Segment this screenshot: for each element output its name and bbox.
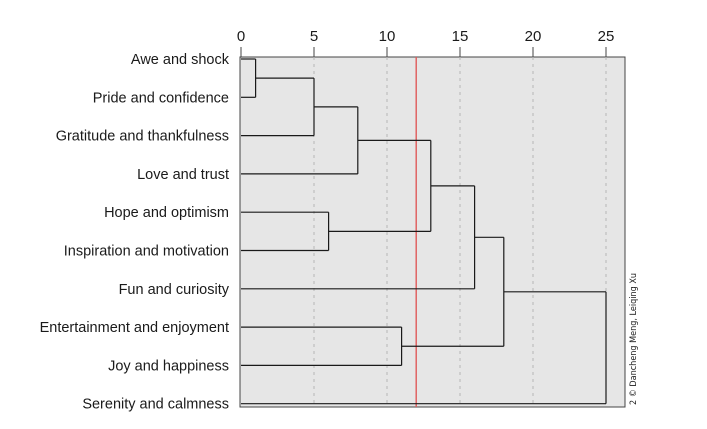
leaf-label: Hope and optimism <box>104 205 229 221</box>
leaf-label: Fun and curiosity <box>119 282 230 298</box>
plot-background <box>239 56 626 408</box>
leaf-label: Serenity and calmness <box>82 397 229 413</box>
x-tick-label: 15 <box>452 28 469 45</box>
leaf-label: Entertainment and enjoyment <box>40 320 229 336</box>
dendrogram-branches <box>241 58 607 405</box>
x-tick-label: 20 <box>525 28 542 45</box>
leaf-label: Pride and confidence <box>93 90 229 106</box>
credit-text: 2 © Dancheng Meng, Leiqing Xu <box>628 255 640 405</box>
leaf-label: Joy and happiness <box>108 358 229 374</box>
credit-prefix: 2 <box>629 399 639 405</box>
leaf-label: Inspiration and motivation <box>64 244 229 260</box>
x-tick-label: 5 <box>310 28 318 45</box>
x-axis: 0 5 10 15 20 25 <box>237 28 615 57</box>
x-tick-label: 25 <box>598 28 615 45</box>
x-tick-label: 0 <box>237 28 245 45</box>
credit-owner: © Dancheng Meng, Leiqing Xu <box>629 272 639 398</box>
leaf-label: Gratitude and thankfulness <box>56 129 229 145</box>
leaf-label: Awe and shock <box>131 52 230 68</box>
leaf-labels: Awe and shock Pride and confidence Gratitu… <box>40 52 230 413</box>
leaf-label: Love and trust <box>137 167 229 183</box>
x-tick-label: 10 <box>379 28 396 45</box>
